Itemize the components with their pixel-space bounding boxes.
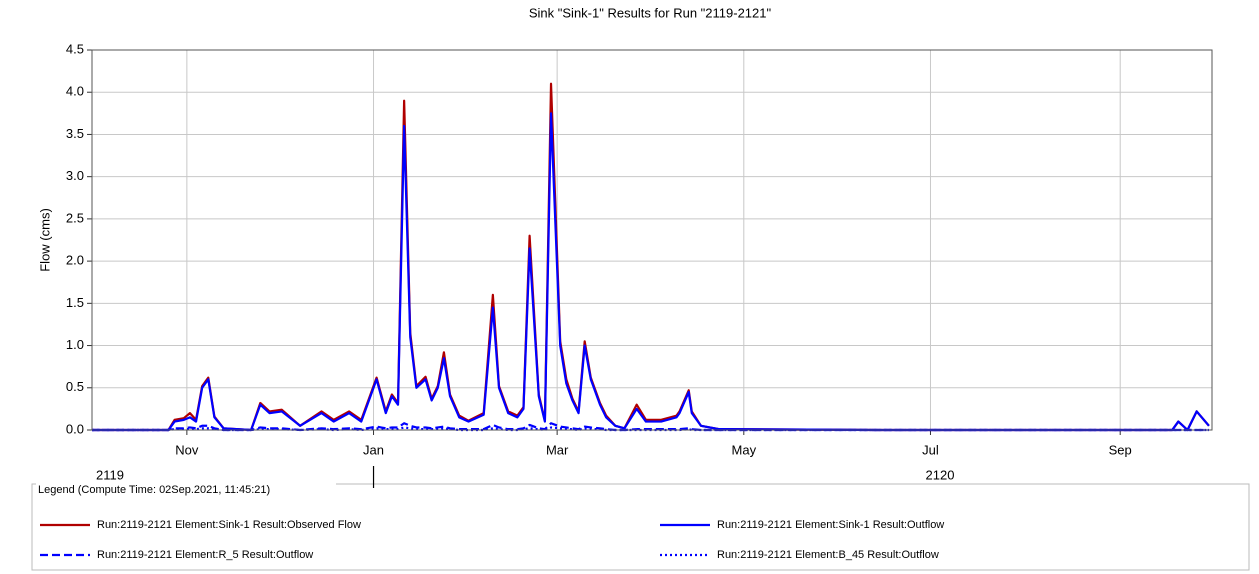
chart-title: Sink "Sink-1" Results for Run "2119-2121… [529, 5, 772, 20]
y-axis-label: Flow (cms) [37, 208, 52, 272]
y-tick-label: 2.0 [66, 253, 84, 268]
x-tick-label: May [732, 442, 757, 457]
x-tick-label: Nov [175, 442, 199, 457]
y-tick-label: 0.0 [66, 421, 84, 436]
legend-box [31, 483, 1250, 571]
year-label: 2120 [926, 467, 955, 482]
x-tick-label: Jul [922, 442, 939, 457]
y-tick-label: 1.5 [66, 295, 84, 310]
plot-background [92, 50, 1212, 430]
y-tick-label: 0.5 [66, 379, 84, 394]
legend-label: Run:2119-2121 Element:Sink-1 Result:Outf… [717, 519, 944, 531]
legend-label: Run:2119-2121 Element:R_5 Result:Outflow [97, 549, 313, 561]
legend-title-bg [36, 482, 336, 496]
year-label: 2119 [96, 467, 124, 482]
y-tick-label: 2.5 [66, 210, 84, 225]
legend-label: Run:2119-2121 Element:B_45 Result:Outflo… [717, 549, 939, 561]
y-tick-label: 1.0 [66, 337, 84, 352]
series-line [92, 426, 1209, 432]
series-line [92, 112, 1210, 432]
series-line [92, 422, 1209, 432]
legend-label: Run:2119-2121 Element:Sink-1 Result:Obse… [97, 519, 361, 531]
x-tick-label: Mar [546, 442, 569, 457]
y-tick-label: 3.0 [66, 168, 84, 183]
plot-border [91, 49, 1213, 431]
legend-title: Legend (Compute Time: 02Sep.2021, 11:45:… [38, 484, 270, 496]
y-tick-label: 3.5 [66, 126, 84, 141]
x-tick-label: Jan [363, 442, 384, 457]
y-tick-label: 4.5 [66, 41, 84, 56]
x-tick-label: Sep [1109, 442, 1132, 457]
y-tick-label: 4.0 [66, 84, 84, 99]
